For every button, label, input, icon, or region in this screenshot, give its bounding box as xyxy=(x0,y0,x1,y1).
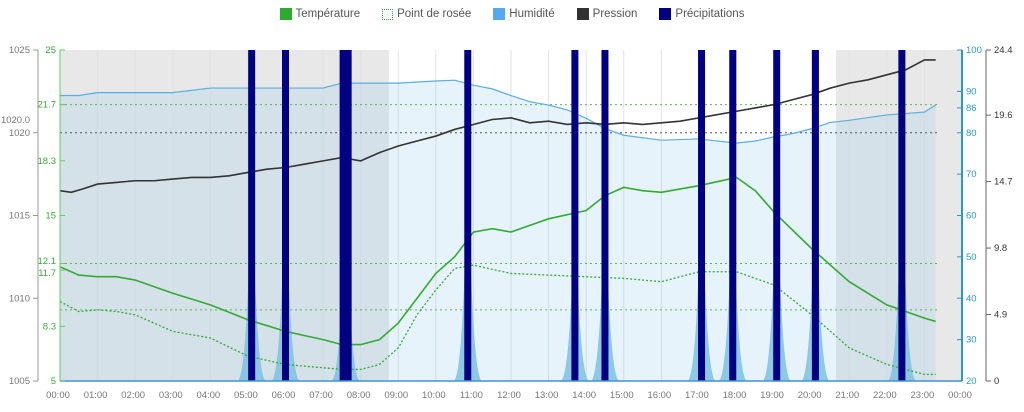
legend-swatch xyxy=(493,8,506,20)
x-tick-label: 17:00 xyxy=(685,390,709,401)
pressure-tick-label: 1025 xyxy=(9,45,30,56)
pressure-tick-label: 1005 xyxy=(9,376,30,387)
x-tick-label: 23:00 xyxy=(911,390,935,401)
x-tick-label: 00:00 xyxy=(46,390,70,401)
humidity-tick-label: 50 xyxy=(966,252,977,263)
pressure-tick-label: 1020 xyxy=(9,128,30,139)
x-tick-label: 08:00 xyxy=(347,390,371,401)
x-tick-label: 00:00 xyxy=(948,390,972,401)
precipitation-bar xyxy=(601,50,609,381)
humidity-tick-label: 60 xyxy=(966,211,977,222)
temperature-tick-label: 5 xyxy=(51,376,56,387)
precipitation-bar xyxy=(339,50,352,381)
pressure-tick-label: 1015 xyxy=(9,211,30,222)
x-tick-label: 11:00 xyxy=(460,390,483,401)
x-tick-label: 22:00 xyxy=(873,390,897,401)
humidity-tick-label: 80 xyxy=(966,128,977,139)
x-tick-label: 04:00 xyxy=(196,390,220,401)
humidity-tick-label: 70 xyxy=(966,169,977,180)
precipitation-tick-label: 19.6 xyxy=(994,110,1013,121)
legend-label: Point de rosée xyxy=(397,8,472,20)
pressure-tick-label: 1010 xyxy=(9,293,30,304)
legend-swatch xyxy=(382,8,394,20)
legend-item-pressure[interactable]: Pression xyxy=(576,8,638,20)
x-tick-label: 02:00 xyxy=(121,390,145,401)
x-tick-label: 12:00 xyxy=(497,390,521,401)
legend-item-temperature[interactable]: Température xyxy=(279,8,361,20)
humidity-area xyxy=(60,80,936,382)
precipitation-bar xyxy=(571,50,579,381)
x-tick-label: 21:00 xyxy=(835,390,859,401)
x-tick-label: 15:00 xyxy=(610,390,634,401)
night-band xyxy=(60,50,389,381)
temperature-tick-label: 8.3 xyxy=(43,321,56,332)
humidity-tick-label: 30 xyxy=(966,335,977,346)
legend-swatch xyxy=(279,8,292,20)
legend-item-precipitation[interactable]: Précipitations xyxy=(659,8,744,20)
temperature-tick-label: 12.1 xyxy=(38,256,57,267)
legend-label: Humidité xyxy=(509,8,555,20)
precipitation-tick-label: 9.8 xyxy=(994,243,1007,254)
humidity-tick-label: 20 xyxy=(966,376,977,387)
precipitation-bar xyxy=(282,50,289,381)
x-tick-label: 19:00 xyxy=(760,390,784,401)
legend-label: Précipitations xyxy=(675,8,745,20)
precipitation-bar xyxy=(898,50,906,381)
x-tick-label: 20:00 xyxy=(798,390,822,401)
x-tick-label: 06:00 xyxy=(272,390,296,401)
x-tick-label: 03:00 xyxy=(159,390,183,401)
legend-label: Pression xyxy=(592,8,638,20)
precipitation-bar xyxy=(698,50,706,381)
x-tick-label: 14:00 xyxy=(572,390,596,401)
x-tick-label: 05:00 xyxy=(234,390,258,401)
legend-swatch xyxy=(576,8,589,20)
x-tick-label: 13:00 xyxy=(535,390,559,401)
x-tick-label: 09:00 xyxy=(384,390,408,401)
x-tick-label: 16:00 xyxy=(647,390,671,401)
humidity-tick-label: 40 xyxy=(966,293,977,304)
x-tick-label: 01:00 xyxy=(84,390,108,401)
precipitation-bar xyxy=(729,50,737,381)
x-tick-label: 07:00 xyxy=(309,390,333,401)
x-tick-label: 18:00 xyxy=(723,390,747,401)
precipitation-tick-label: 24.4 xyxy=(994,45,1013,56)
legend-label: Température xyxy=(295,8,361,20)
temperature-tick-label: 15 xyxy=(45,211,56,222)
legend-item-dew-point[interactable]: Point de rosée xyxy=(382,8,471,20)
temperature-tick-label: 18.3 xyxy=(38,156,57,167)
humidity-line xyxy=(60,79,937,144)
humidity-tick-label: 100 xyxy=(966,45,982,56)
precipitation-bar xyxy=(248,50,256,381)
humidity-tick-label: 86 xyxy=(966,103,977,114)
pressure-extra-label: 1020.0 xyxy=(1,115,30,126)
temperature-tick-label: 25 xyxy=(45,45,56,56)
temperature-tick-label: 11.7 xyxy=(38,268,56,279)
pressure-line xyxy=(59,59,936,194)
legend-swatch xyxy=(659,8,672,20)
precipitation-bar xyxy=(811,50,819,381)
x-tick-label: 10:00 xyxy=(422,390,446,401)
temperature-tick-label: 21.7 xyxy=(38,100,57,111)
precipitation-tick-label: 0 xyxy=(994,376,999,387)
temperature-line xyxy=(59,176,936,346)
legend: Température Point de rosée Humidité Pres… xyxy=(0,8,1024,20)
precipitation-bar xyxy=(773,50,781,381)
legend-item-humidity[interactable]: Humidité xyxy=(493,8,555,20)
precipitation-tick-label: 4.9 xyxy=(994,310,1007,321)
precipitation-bar xyxy=(464,50,472,381)
precipitation-tick-label: 14.7 xyxy=(994,177,1013,188)
humidity-tick-label: 90 xyxy=(966,86,977,97)
